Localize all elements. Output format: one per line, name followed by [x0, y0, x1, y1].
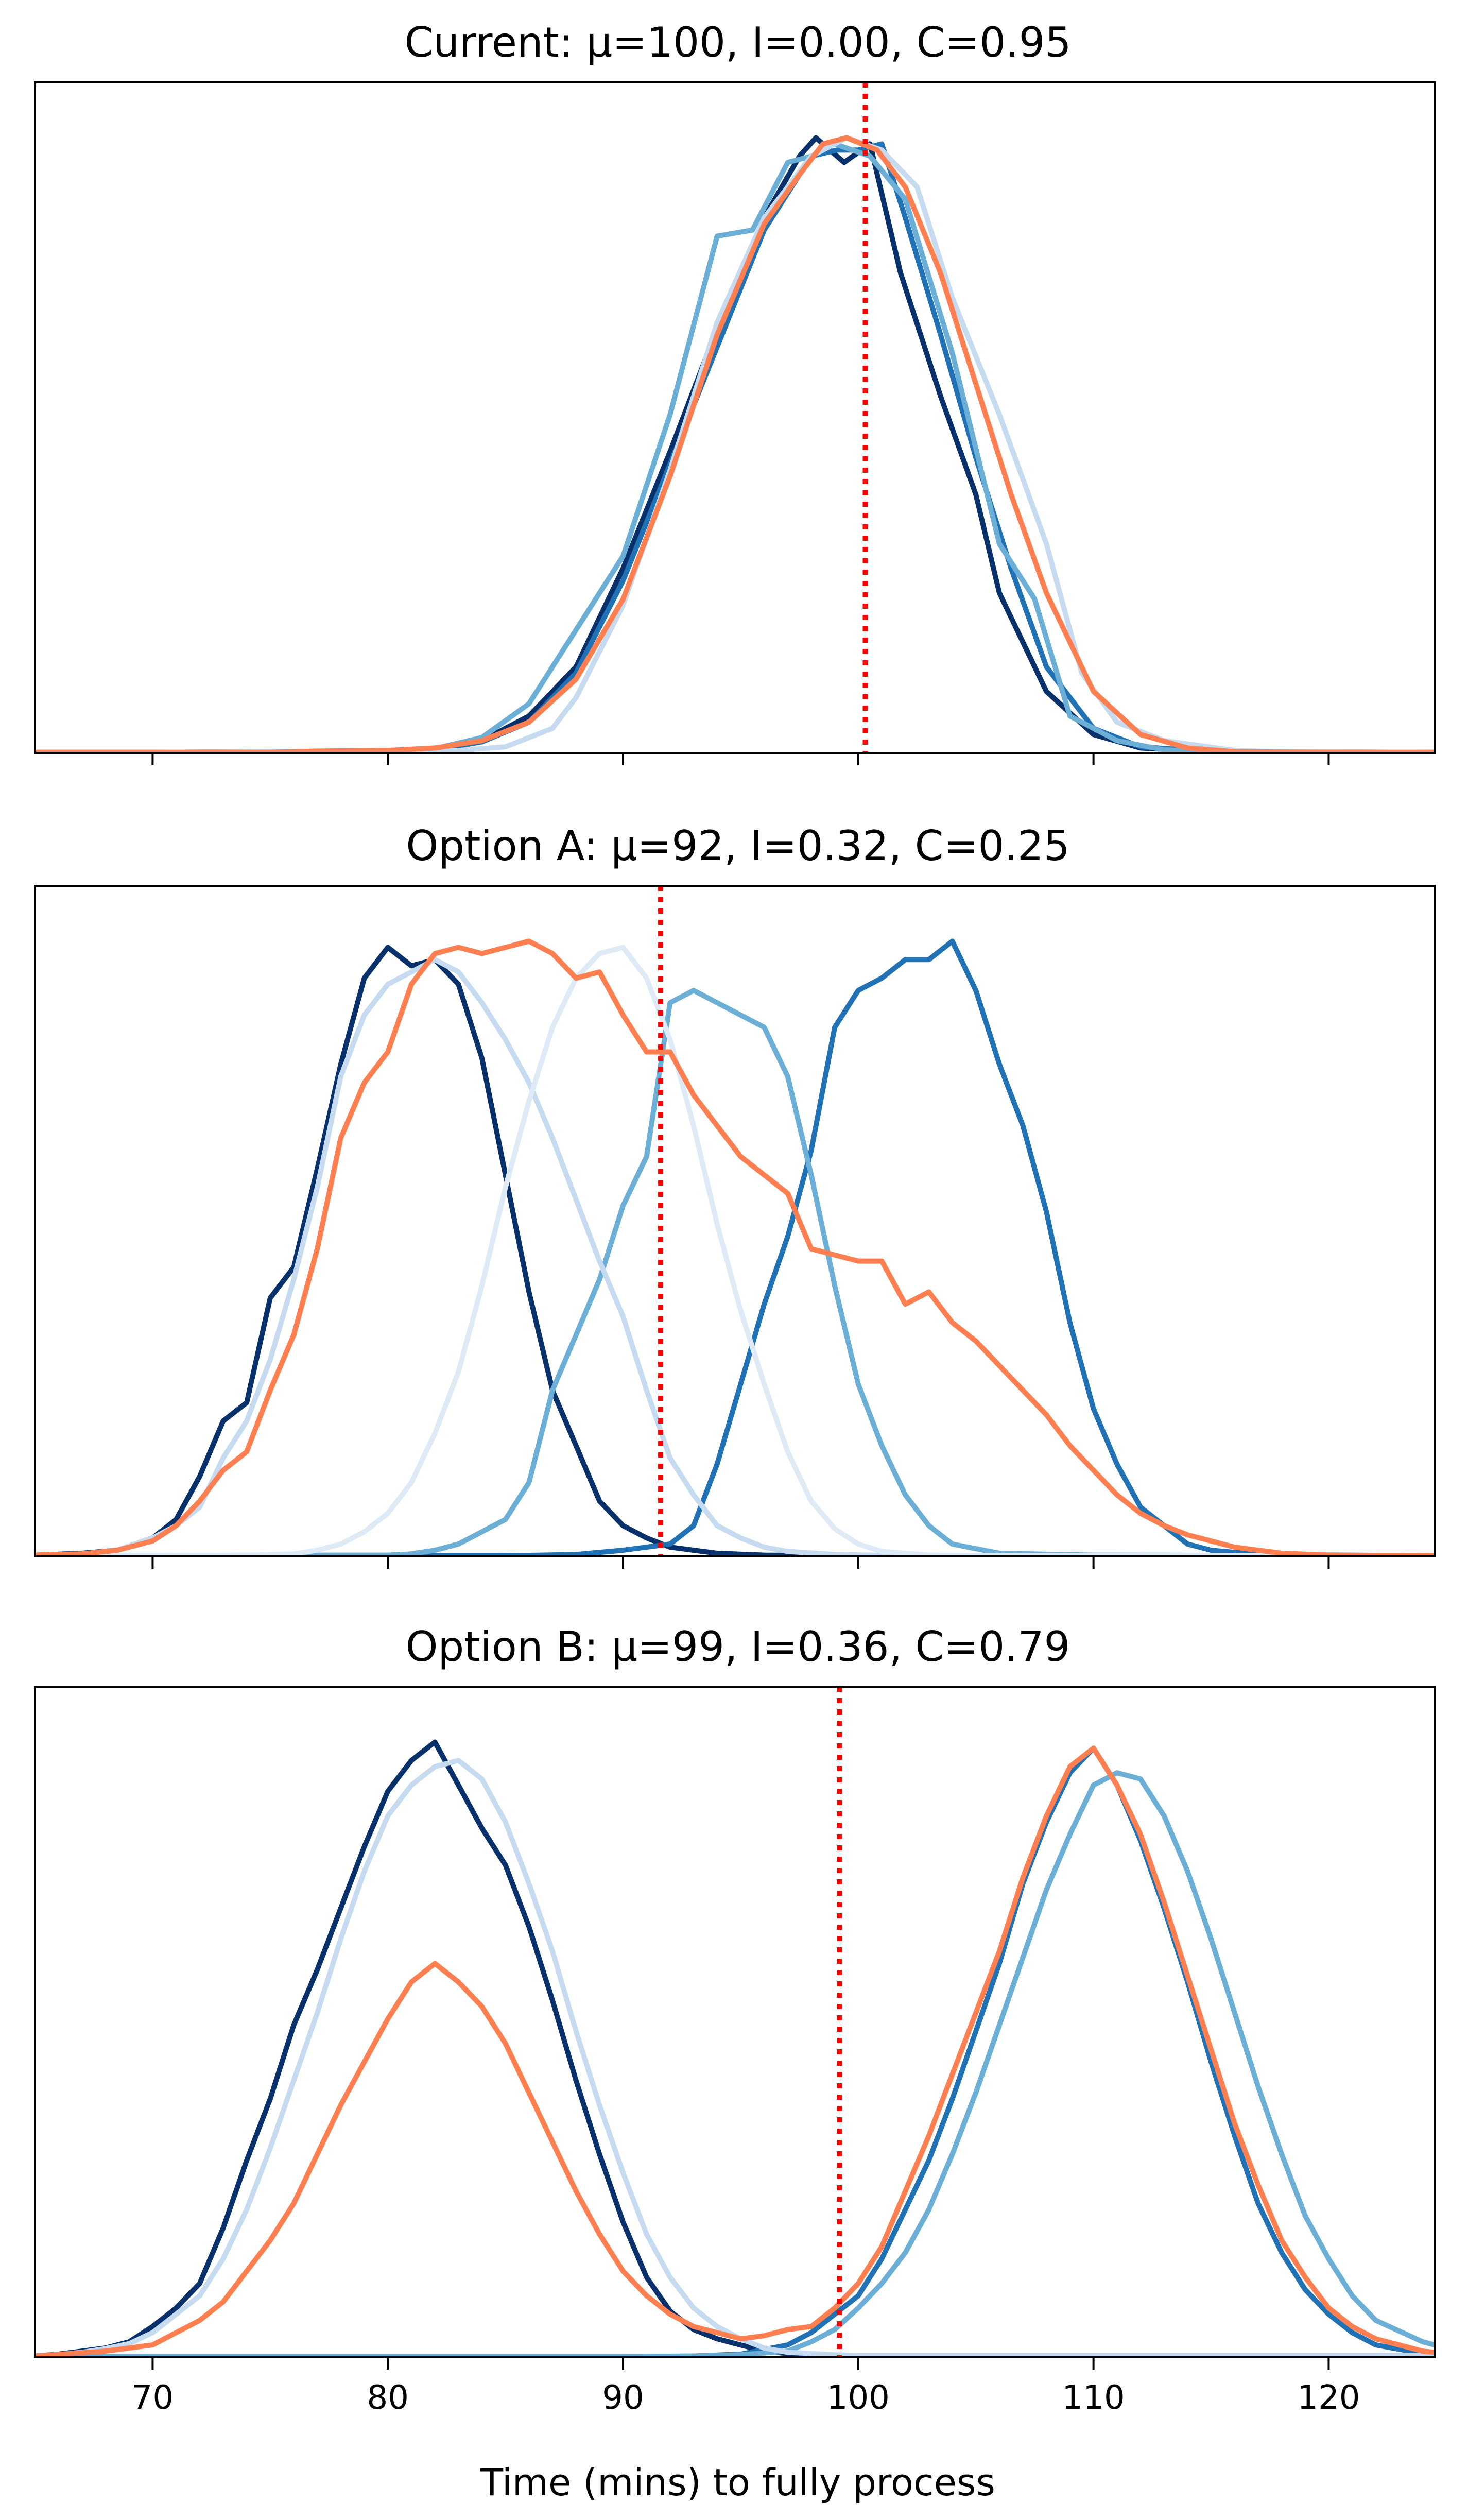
- series-line-component-3: [35, 1770, 1435, 2357]
- panel-title: Option A: μ=92, I=0.32, C=0.25: [406, 822, 1069, 870]
- series-line-component-6: [35, 938, 1435, 1556]
- series-group: [35, 1687, 1435, 2357]
- x-tick-labels: 70 80 90 100 110 120: [132, 2379, 1360, 2417]
- plot-frame: [34, 885, 1436, 1557]
- plot-frame: [34, 1686, 1436, 2358]
- plot-frame: [34, 81, 1436, 754]
- plot-area: [34, 1686, 1436, 2370]
- panel-option-a: Option A: μ=92, I=0.32, C=0.25: [34, 822, 1436, 1569]
- series-line-component-5: [35, 135, 1435, 753]
- panel-title: Current: μ=100, I=0.00, C=0.95: [405, 19, 1072, 66]
- plot-area: [34, 885, 1436, 1569]
- panel-title: Option B: μ=99, I=0.36, C=0.79: [406, 1623, 1070, 1671]
- series-line-component-5: [35, 1745, 1435, 2357]
- panel-current: Current: μ=100, I=0.00, C=0.95: [34, 19, 1436, 765]
- plot-area: [34, 81, 1436, 765]
- series-line-component-5: [35, 945, 1435, 1556]
- x-tick-label: 90: [602, 2379, 644, 2417]
- x-axis-label: Time (mins) to fully process: [480, 2461, 995, 2504]
- x-tick-label: 100: [827, 2379, 890, 2417]
- series-line-component-2: [35, 938, 1435, 1556]
- series-group: [35, 82, 1435, 753]
- x-tick-label: 80: [367, 2379, 408, 2417]
- x-tick-label: 110: [1062, 2379, 1125, 2417]
- panel-option-b: Option B: μ=99, I=0.36, C=0.79: [34, 1623, 1436, 2370]
- series-line-component-4: [35, 1758, 1435, 2357]
- series-line-component-1: [35, 945, 1435, 1556]
- x-tick-label: 120: [1297, 2379, 1360, 2417]
- x-tick-label: 70: [132, 2379, 174, 2417]
- series-group: [35, 886, 1435, 1556]
